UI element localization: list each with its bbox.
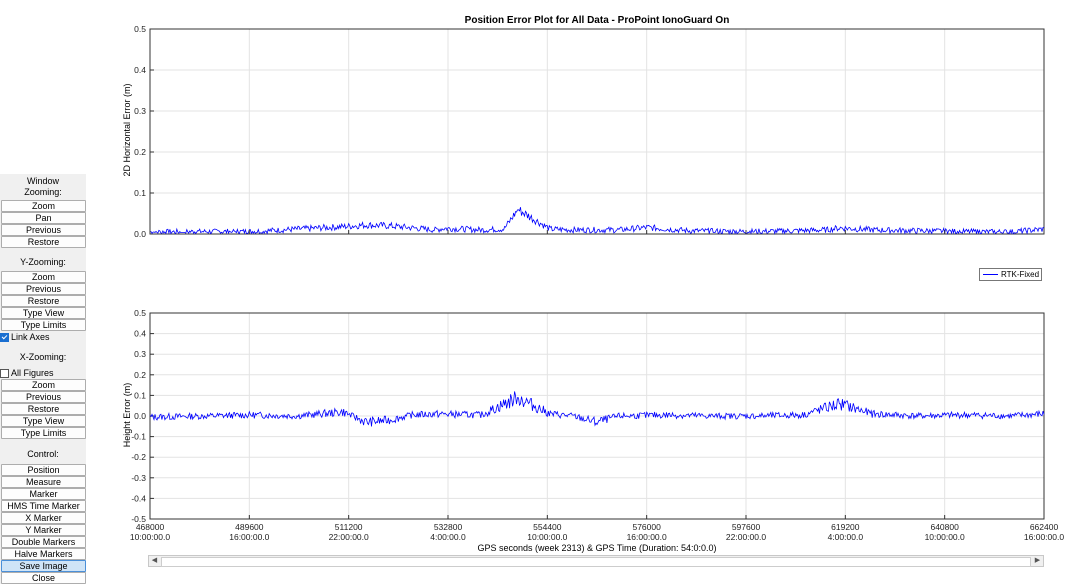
x-tick-label: 554400	[533, 522, 562, 532]
legend-label: RTK-Fixed	[1001, 270, 1040, 279]
x-tick-label: 640800	[930, 522, 959, 532]
x-tick-time-label: 10:00:00.0	[925, 532, 965, 542]
x-tick-time-label: 4:00:00.0	[828, 532, 864, 542]
x-tick-label: 468000	[136, 522, 165, 532]
type-view-button[interactable]: Type View	[1, 415, 86, 427]
position-button[interactable]: Position	[1, 464, 86, 476]
x-tick-time-label: 16:00:00.0	[229, 532, 269, 542]
x-tick-label: 662400	[1030, 522, 1059, 532]
link-axes-label: Link Axes	[11, 332, 50, 342]
previous-button[interactable]: Previous	[1, 283, 86, 295]
halve-markers-button[interactable]: Halve Markers	[1, 548, 86, 560]
marker-button[interactable]: Marker	[1, 488, 86, 500]
x-tick-time-label: 4:00:00.0	[430, 532, 466, 542]
restore-button[interactable]: Restore	[1, 295, 86, 307]
y-tick-label: -0.5	[131, 514, 146, 524]
measure-button[interactable]: Measure	[1, 476, 86, 488]
x-tick-label: 511200	[335, 522, 363, 532]
save-image-button[interactable]: Save Image	[1, 560, 86, 572]
y-tick-label: 0.2	[134, 370, 146, 380]
y-tick-label: 0.3	[134, 349, 146, 359]
type-limits-button[interactable]: Type Limits	[1, 427, 86, 439]
x-scrollbar[interactable]: ◀ ▶	[148, 555, 1044, 567]
y-tick-label: 0.3	[134, 106, 146, 116]
x-zooming-label: X-Zooming:	[19, 352, 67, 362]
plot-frame	[149, 28, 1045, 235]
y-tick-label: 0.0	[134, 229, 146, 239]
x-axis-title: GPS seconds (week 2313) & GPS Time (Dura…	[477, 543, 716, 553]
x-tick-time-label: 10:00:00.0	[527, 532, 567, 542]
y-tick-label: 0.1	[134, 188, 146, 198]
scroll-left-arrow-icon[interactable]: ◀	[151, 557, 158, 564]
series-line-rtk-fixed	[149, 207, 1045, 236]
y-tick-label: 0.0	[134, 411, 146, 421]
x-tick-time-label: 16:00:00.0	[1024, 532, 1064, 542]
close-button[interactable]: Close	[1, 572, 86, 584]
chart-title: Position Error Plot for All Data - ProPo…	[464, 15, 730, 26]
y-tick-label: 0.5	[134, 308, 146, 318]
all-figures-label: All Figures	[11, 368, 54, 378]
previous-button[interactable]: Previous	[1, 391, 86, 403]
scroll-thumb[interactable]	[161, 557, 1031, 567]
y-zooming-label: Y-Zooming:	[20, 257, 66, 267]
y-marker-button[interactable]: Y Marker	[1, 524, 86, 536]
y-tick-label: -0.2	[131, 452, 146, 462]
plot-area[interactable]	[150, 29, 1044, 234]
pan-button[interactable]: Pan	[1, 212, 86, 224]
previous-button[interactable]: Previous	[1, 224, 86, 236]
horizontal-error-plot[interactable]: 0.0 0.1 0.2 0.3 0.4 0.5	[134, 24, 1045, 239]
type-view-button[interactable]: Type View	[1, 307, 86, 319]
restore-button[interactable]: Restore	[1, 236, 86, 248]
y-tick-label: 0.4	[134, 65, 146, 75]
restore-button[interactable]: Restore	[1, 403, 86, 415]
window-zooming-label: Window Zooming:	[24, 176, 62, 197]
y-axis-title-horizontal: 2D Horizontal Error (m)	[122, 83, 132, 176]
control-label: Control:	[27, 449, 59, 459]
x-tick-label: 532800	[434, 522, 463, 532]
link-axes-checkbox[interactable]: Link Axes	[0, 332, 50, 343]
legend: RTK-Fixed	[979, 268, 1042, 281]
y-tick-label: 0.4	[134, 329, 146, 339]
x-tick-time-label: 10:00:00.0	[130, 532, 170, 542]
zoom-button[interactable]: Zoom	[1, 271, 86, 283]
control-panel: Window Zooming: Zoom Pan Previous Restore Y-…	[0, 174, 86, 584]
y-tick-label: -0.4	[131, 493, 146, 503]
hms-time-marker-button[interactable]: HMS Time Marker	[1, 500, 86, 512]
x-tick-label: 576000	[632, 522, 661, 532]
y-tick-label: 0.2	[134, 147, 146, 157]
height-error-plot[interactable]: -0.5 -0.4 -0.3 -0.2 -0.1 0.0 0.1 0.2 0.3 0.4 0.5 46…	[130, 308, 1064, 542]
series-line-rtk-fixed	[149, 391, 1045, 427]
all-figures-checkbox[interactable]: All Figures	[0, 368, 54, 379]
legend-swatch	[983, 274, 998, 275]
zoom-button[interactable]: Zoom	[1, 379, 86, 391]
x-tick-time-label: 16:00:00.0	[627, 532, 667, 542]
y-tick-label: -0.3	[131, 473, 146, 483]
x-marker-button[interactable]: X Marker	[1, 512, 86, 524]
all-figures-checkbox-box[interactable]	[0, 369, 9, 378]
y-tick-label: 0.1	[134, 390, 146, 400]
double-markers-button[interactable]: Double Markers	[1, 536, 86, 548]
link-axes-checkbox-box[interactable]	[0, 333, 9, 342]
x-tick-label: 597600	[732, 522, 761, 532]
y-tick-label: -0.1	[131, 432, 146, 442]
x-tick-time-label: 22:00:00.0	[329, 532, 369, 542]
x-tick-time-label: 22:00:00.0	[726, 532, 766, 542]
y-axis-title-height: Height Error (m)	[122, 383, 132, 448]
x-tick-label: 619200	[831, 522, 860, 532]
zoom-button[interactable]: Zoom	[1, 200, 86, 212]
scroll-right-arrow-icon[interactable]: ▶	[1034, 557, 1041, 564]
type-limits-button[interactable]: Type Limits	[1, 319, 86, 331]
y-tick-label: 0.5	[134, 24, 146, 34]
x-tick-label: 489600	[235, 522, 264, 532]
